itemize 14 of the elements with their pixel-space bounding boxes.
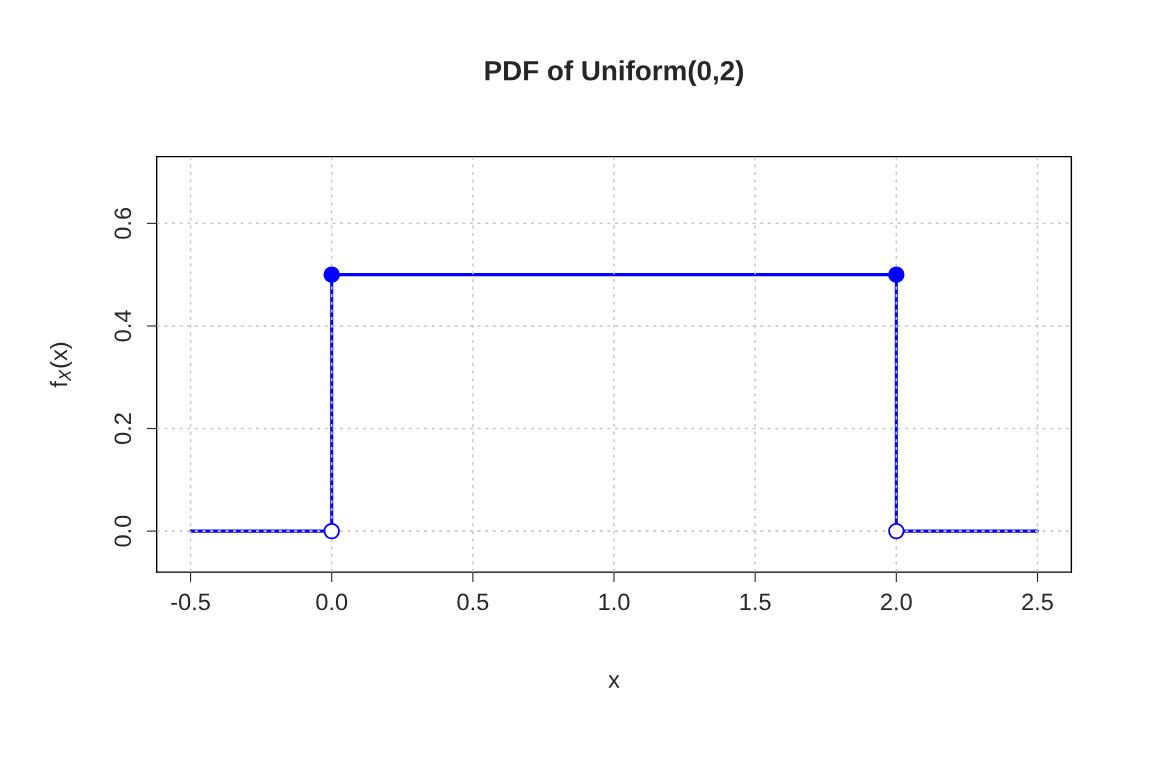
x-tick-label: 0.0 [316, 593, 348, 611]
y-tick-label: 0.4 [114, 310, 132, 342]
x-tick-label: 2.0 [881, 593, 912, 611]
y-tick-label: 0.6 [114, 207, 132, 239]
x-tick-label: 2.5 [1022, 593, 1053, 611]
y-tick-label: 0.2 [114, 413, 132, 445]
x-tick-label: 0.5 [457, 593, 489, 611]
chart-title: PDF of Uniform(0,2) [485, 60, 744, 87]
y-tick-label: 0.0 [114, 515, 132, 547]
x-tick-label: 1.5 [740, 593, 771, 611]
x-axis-title: x [608, 675, 620, 688]
x-tick-label: 1.0 [599, 593, 630, 611]
y-axis-title: f$_{X}$(x) [49, 342, 72, 388]
x-tick-label: -0.5 [171, 593, 210, 611]
